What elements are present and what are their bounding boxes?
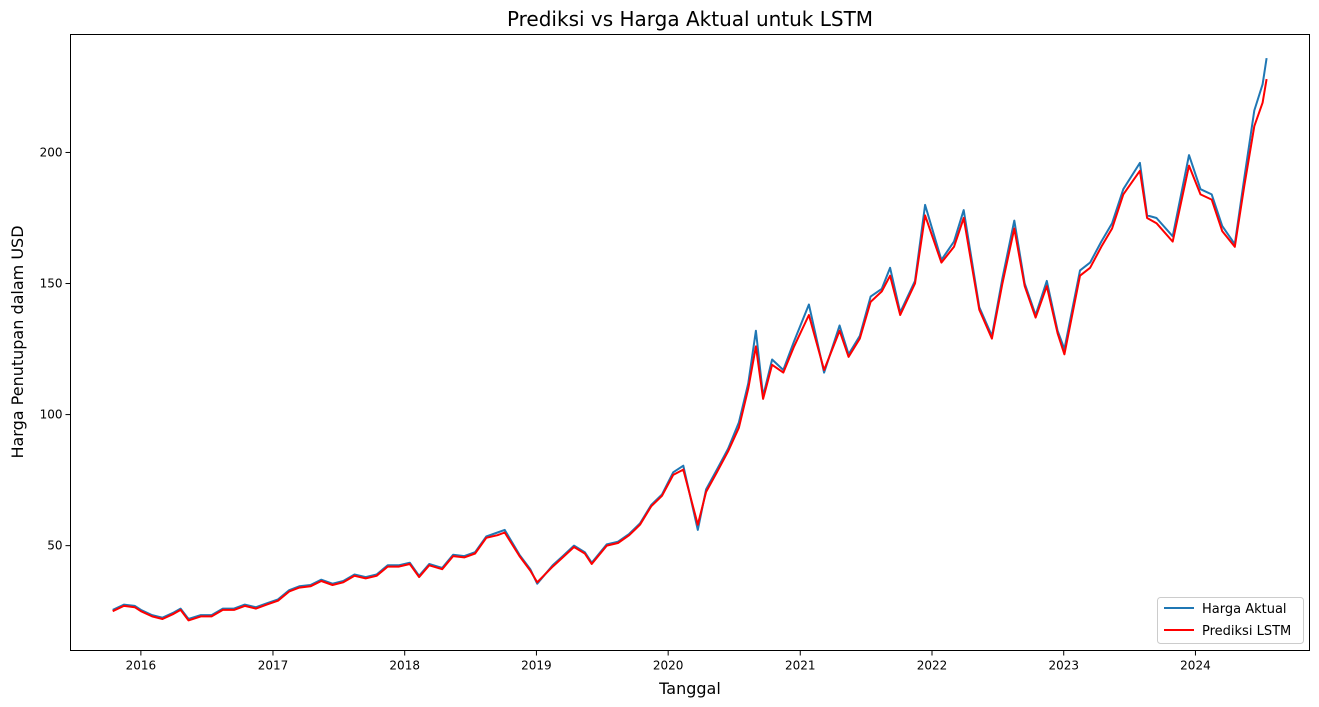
x-tick-label: 2016 (126, 659, 157, 673)
x-tick-label: 2023 (1048, 659, 1079, 673)
legend-label-harga-aktual: Harga Aktual (1202, 602, 1287, 617)
x-tick-label: 2021 (785, 659, 816, 673)
x-axis: 2016 2017 2018 2019 2020 2021 2022 2023 2024 (126, 650, 1211, 673)
x-axis-title: Tanggal (658, 679, 721, 698)
y-axis-title: Harga Penutupan dalam USD (8, 225, 27, 458)
series-line-prediksi-lstm (112, 78, 1268, 622)
chart-title: Prediksi vs Harga Aktual untuk LSTM (507, 7, 873, 31)
series-layer (112, 57, 1268, 622)
x-tick-label: 2018 (389, 659, 420, 673)
legend-label-prediksi-lstm: Prediksi LSTM (1202, 624, 1291, 639)
x-tick-label: 2022 (917, 659, 948, 673)
x-tick-label: 2017 (258, 659, 289, 673)
series-line-harga-aktual (112, 57, 1268, 620)
x-tick-label: 2024 (1180, 659, 1211, 673)
x-tick-label: 2019 (521, 659, 552, 673)
plot-frame (70, 34, 1310, 651)
y-tick-label: 100 (40, 408, 63, 422)
y-tick-label: 50 (47, 539, 62, 553)
y-axis: 50 100 150 200 (40, 145, 71, 553)
legend: Harga Aktual Prediksi LSTM (1157, 597, 1304, 644)
y-tick-label: 150 (40, 277, 63, 291)
x-tick-label: 2020 (653, 659, 684, 673)
y-tick-label: 200 (40, 145, 63, 159)
